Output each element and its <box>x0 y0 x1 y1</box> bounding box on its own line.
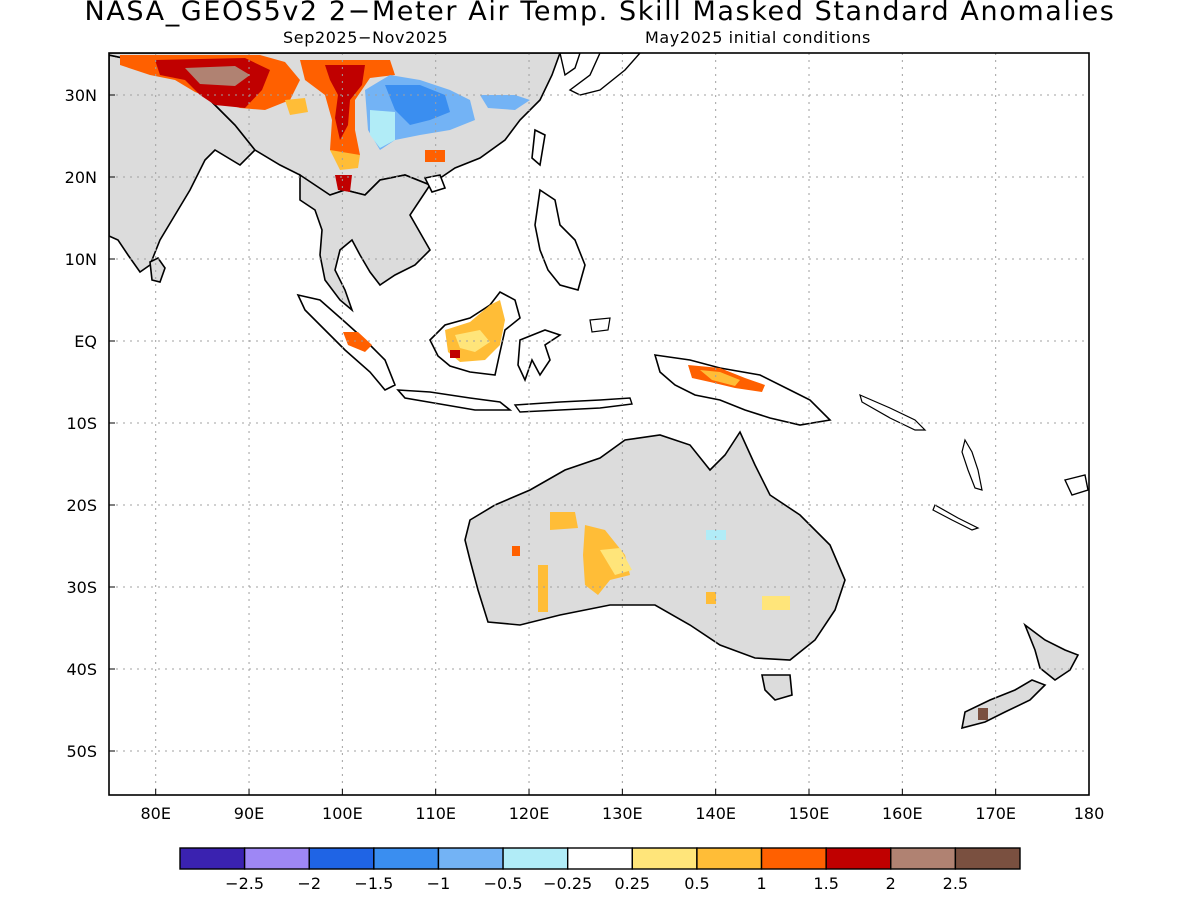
anomaly-myanmar-red <box>335 175 352 192</box>
colorbar <box>179 847 1021 870</box>
lon-label: 160E <box>882 804 923 823</box>
colorbar-swatch <box>502 847 569 870</box>
anomaly-aus-west-red <box>512 546 520 556</box>
colorbar-tick-label: −0.25 <box>543 874 592 893</box>
landmass-australia <box>464 430 846 661</box>
anomaly-aus-central-light <box>600 548 632 575</box>
colorbar-swatch <box>825 847 892 870</box>
anomaly-china-red <box>325 65 365 140</box>
landmass-new-guinea <box>653 354 832 426</box>
colorbar-tick-label: −1 <box>427 874 451 893</box>
anomaly-new-guinea-yellow <box>700 370 740 386</box>
anomaly-tibet-small <box>285 98 308 115</box>
lon-label: 110E <box>415 804 456 823</box>
lat-label: 30S <box>66 578 97 597</box>
lon-label: 90E <box>234 804 264 823</box>
landmass-lesser-sunda <box>513 397 633 413</box>
colorbar-tick-label: −1.5 <box>354 874 393 893</box>
landmass-new-zealand-south <box>960 679 1047 730</box>
forecast-period: Sep2025−Nov2025 <box>283 28 449 47</box>
anomaly-guangdong <box>425 150 445 162</box>
landmass-japan <box>568 53 641 96</box>
colorbar-tick-label: 1 <box>756 874 766 893</box>
landmass-sri-minor <box>589 317 611 333</box>
landmass-korea <box>559 53 581 77</box>
colorbar-tick-label: 0.25 <box>614 874 650 893</box>
anomaly-sumatra <box>343 332 372 352</box>
colorbar-swatch <box>437 847 504 870</box>
landmass-new-zealand-north <box>1023 622 1080 681</box>
lon-label: 170E <box>975 804 1016 823</box>
landmass-solomon <box>859 393 927 431</box>
latitude-labels: 30N 20N 10N EQ 10S 20S 30S 40S 50S <box>65 86 115 761</box>
colorbar-tick-label: −0.5 <box>484 874 523 893</box>
landmass-hainan <box>423 174 447 193</box>
landmass-sumatra <box>296 293 397 391</box>
anomaly-borneo-red <box>450 350 460 358</box>
colorbar-swatch <box>373 847 440 870</box>
lat-label: 30N <box>65 86 97 105</box>
map-frame <box>108 52 1090 796</box>
landmass-java <box>396 389 513 411</box>
colorbar-tick-label: 0.5 <box>684 874 709 893</box>
colorbar-swatch <box>566 847 634 870</box>
landmass-tasmania <box>761 674 793 701</box>
landmass-new-caledonia <box>932 504 980 531</box>
anomaly-china-east-blue <box>480 95 530 110</box>
colorbar-tick-label: 2 <box>886 874 896 893</box>
landmass-sri-lanka <box>149 256 166 283</box>
anomaly-aus-west-yellow <box>550 512 578 530</box>
map-layer <box>109 53 1089 795</box>
lat-label: 20S <box>66 496 97 515</box>
landmass-sulawesi <box>517 329 562 383</box>
colorbar-labels: −2.5 −2 −1.5 −1 −0.5 −0.25 0.25 0.5 1 1.5 2 2.5 <box>225 874 968 893</box>
anomaly-aus-west-strip <box>538 565 548 612</box>
landmass-fiji <box>1064 474 1089 496</box>
colorbar-swatch <box>696 847 763 870</box>
anomaly-aus-east-yellow <box>762 596 790 610</box>
lon-label: 150E <box>789 804 830 823</box>
lat-label: 40S <box>66 660 97 679</box>
anomaly-aus-cyan <box>706 530 726 540</box>
anomaly-borneo-lightyellow <box>455 330 490 352</box>
anomaly-tibet-brown <box>185 66 250 86</box>
landmass-vanuatu <box>961 438 983 491</box>
lon-label: 100E <box>322 804 363 823</box>
lon-label: 180 <box>1074 804 1105 823</box>
lat-label: 50S <box>66 742 97 761</box>
initial-conditions: May2025 initial conditions <box>645 28 871 47</box>
lat-label: 10N <box>65 250 97 269</box>
colorbar-tick-label: −2.5 <box>225 874 264 893</box>
anomaly-aus-south-yellow <box>706 592 716 604</box>
colorbar-tick-label: 1.5 <box>813 874 838 893</box>
colorbar-swatch <box>954 847 1021 870</box>
colorbar-swatch <box>179 847 246 870</box>
map-title: NASA_GEOS5v2 2−Meter Air Temp. Skill Mas… <box>84 0 1116 27</box>
lat-label: 20N <box>65 168 97 187</box>
lon-label: 130E <box>602 804 643 823</box>
lon-label: 120E <box>509 804 550 823</box>
anomaly-china-cyan <box>370 110 395 148</box>
anomaly-china-blue <box>385 85 450 125</box>
anomaly-nz-brown <box>978 708 988 720</box>
lat-lon-grid <box>109 53 1089 795</box>
colorbar-swatch <box>243 847 310 870</box>
colorbar-tick-label: −2 <box>297 874 321 893</box>
colorbar-swatch <box>760 847 827 870</box>
anomaly-yunnan-yellow <box>330 150 360 170</box>
lat-label: EQ <box>74 332 97 351</box>
landmass-taiwan <box>531 128 546 167</box>
lon-label: 80E <box>140 804 170 823</box>
landmass-indochina <box>299 173 432 313</box>
lat-label: 10S <box>66 414 97 433</box>
landmass-philippines <box>534 188 586 291</box>
colorbar-swatch <box>308 847 375 870</box>
colorbar-swatch <box>631 847 698 870</box>
colorbar-tick-label: 2.5 <box>943 874 968 893</box>
lon-label: 140E <box>695 804 736 823</box>
colorbar-swatch <box>890 847 957 870</box>
longitude-labels: 80E 90E 100E 110E 120E 130E 140E 150E 160E 170E 18… <box>140 789 1104 823</box>
